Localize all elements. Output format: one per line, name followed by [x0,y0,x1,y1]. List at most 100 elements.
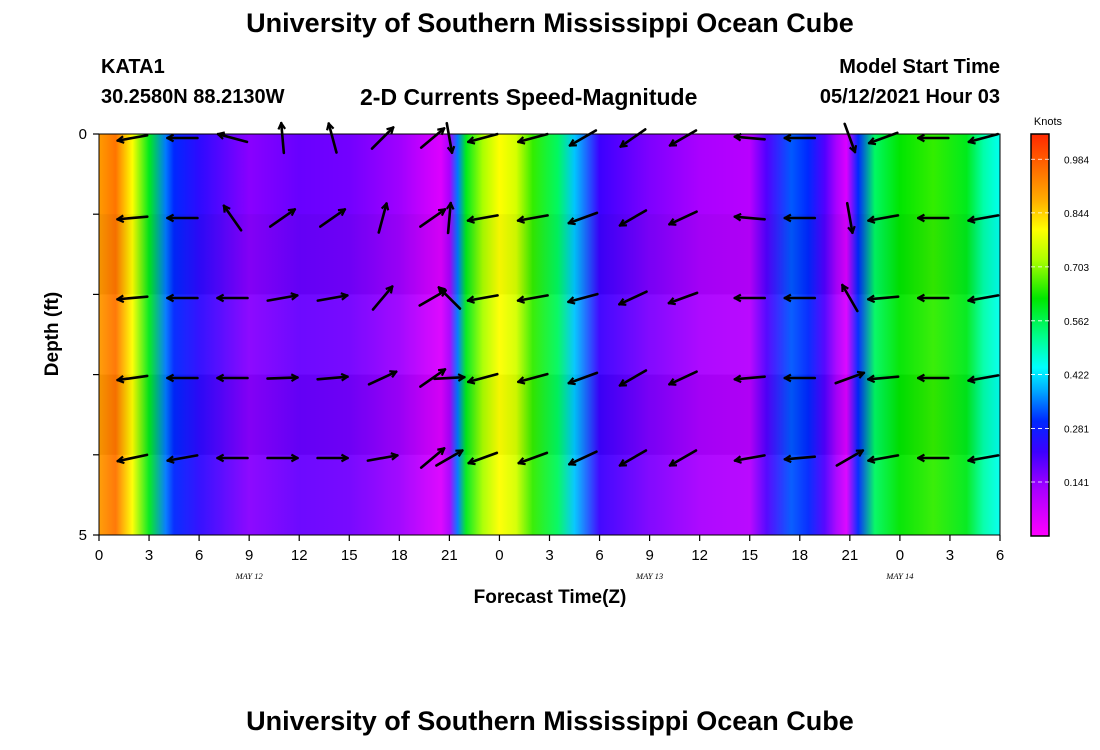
current-vector [618,290,648,306]
current-vector [783,293,817,303]
current-vector [325,122,338,154]
current-vector [783,373,817,383]
current-vector [268,208,297,228]
current-vector [843,122,858,154]
current-vector [783,133,817,143]
model-start-value: 05/12/2021 Hour 03 [819,86,1000,108]
current-vector [733,293,767,303]
current-vector [266,373,299,382]
x-tick-label: 15 [741,547,758,564]
current-vector [867,454,900,464]
colorbar: Knots 0.984 0.844 0.703 0.562 0.422 0.281 0.14… [1030,116,1089,537]
footer-title: University of Southern Mississippi Ocean… [246,706,854,736]
current-vector [370,126,395,150]
current-vector [567,211,599,226]
current-vector [867,131,899,146]
current-vector [733,212,766,222]
current-vector [466,372,499,385]
x-tick-label: 0 [896,547,904,564]
current-vector [516,294,549,304]
colorbar-tick-label: 0.844 [1064,209,1089,220]
colorbar-tick-label: 0.984 [1064,155,1089,166]
current-vector [916,213,950,223]
current-vector [222,204,243,232]
current-vector [166,133,199,143]
current-vector [216,373,249,383]
depth-band [99,214,1000,295]
current-vector [316,372,349,382]
current-vector [166,293,199,303]
y-axis: 05 [79,126,99,544]
current-vector [419,127,446,149]
current-vector [835,449,865,467]
current-vector [567,292,599,305]
current-vector [433,373,466,382]
x-axis-label: Forecast Time(Z) [474,587,627,608]
current-vector [216,293,249,303]
current-vector [266,453,299,463]
current-vector [841,283,859,313]
current-vector [116,294,149,304]
current-vector [419,208,447,228]
colorbar-tick-label: 0.562 [1064,317,1089,328]
current-vector [319,208,347,228]
current-vectors [116,121,1000,469]
current-vector [567,450,598,466]
x-tick-label: 9 [245,547,253,564]
page-title: University of Southern Mississippi Ocean… [246,8,854,38]
current-vector [517,372,549,385]
current-vector [216,453,249,463]
x-tick-label: 3 [545,547,553,564]
depth-band [99,374,1000,455]
date-label: MAY 14 [885,571,914,581]
current-vector [366,452,399,462]
colorbar-title: Knots [1034,116,1063,128]
current-vector [618,369,648,387]
x-tick-label: 0 [495,547,503,564]
station-id: KATA1 [101,56,165,78]
current-vector [867,214,900,224]
depth-band [99,294,1000,375]
current-vector [668,370,698,386]
current-vector [866,294,900,304]
x-tick-label: 18 [791,547,808,564]
current-vector [733,454,766,464]
y-axis-label: Depth (ft) [42,292,63,376]
current-vector [567,371,599,386]
current-vector [834,370,866,385]
current-vector [967,374,1000,384]
current-vector [316,453,349,463]
chart-subtitle: 2-D Currents Speed-Magnitude [360,84,698,110]
current-vector [166,454,199,464]
current-vector [116,214,149,224]
current-vector [166,373,199,383]
current-vector [277,121,287,155]
current-vector [668,129,698,147]
current-vector [116,374,149,384]
x-tick-label: 18 [391,547,408,564]
current-vector [516,214,549,224]
current-vector [435,449,464,467]
x-tick-label: 9 [645,547,653,564]
current-vector [419,447,446,469]
current-vector [916,133,950,143]
station-coords: 30.2580N 88.2130W [101,86,285,108]
x-tick-label: 6 [595,547,603,564]
current-vector [733,374,766,384]
current-vector [466,214,499,224]
current-vector [916,293,950,303]
current-vector [568,129,598,147]
current-vector [466,132,499,145]
current-vector [618,209,648,227]
current-vector [667,291,699,306]
current-vector [166,213,199,223]
colorbar-tick-label: 0.703 [1064,263,1089,274]
date-label: MAY 12 [235,571,264,581]
colorbar-gradient [1030,133,1050,537]
current-vector [419,368,447,388]
current-vector [733,132,766,142]
date-label: MAY 13 [635,571,663,581]
current-vector [437,286,462,310]
current-vector [116,134,149,144]
